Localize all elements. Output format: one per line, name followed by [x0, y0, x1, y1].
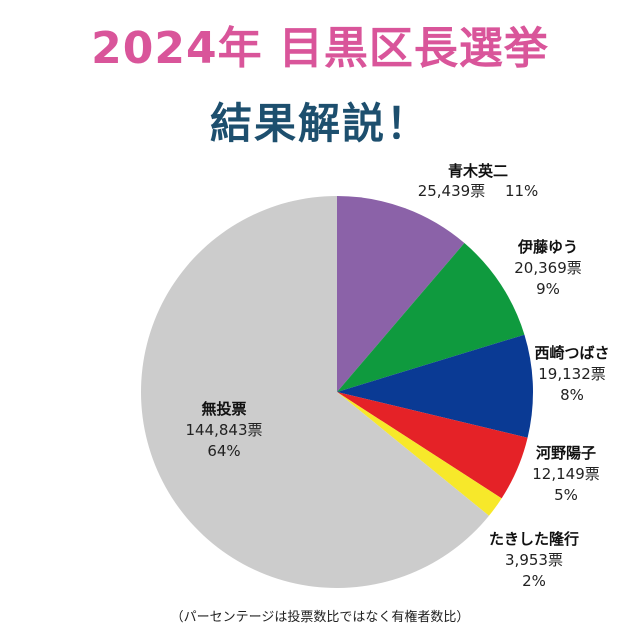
slice-label-percent-1: 9% — [536, 280, 560, 298]
slice-label-votes-5: 144,843票 — [185, 421, 262, 439]
slice-label-name-5: 無投票 — [201, 400, 246, 418]
pie-slice-5 — [141, 196, 489, 588]
pie-slice-2 — [337, 334, 534, 438]
slice-label-percent-2: 8% — [560, 386, 584, 404]
slice-label-votes-0: 25,439票 11% — [418, 182, 539, 200]
pie-slice-4 — [337, 392, 502, 516]
slice-label-votes-4: 3,953票 — [505, 551, 563, 569]
chart-title: 2024年 目黒区長選挙 — [91, 23, 549, 74]
slice-label-percent-5: 64% — [207, 442, 240, 460]
slice-label-name-0: 青木英二 — [448, 162, 508, 180]
slice-label-name-4: たきした隆行 — [489, 530, 579, 548]
slice-label-percent-3: 5% — [554, 486, 578, 504]
slice-label-name-2: 西崎つばさ — [534, 344, 609, 362]
slice-label-percent-4: 2% — [522, 572, 546, 590]
pie-slice-1 — [337, 243, 525, 392]
footnote: （パーセンテージは投票数比ではなく有権者数比） — [170, 610, 470, 625]
slice-label-votes-1: 20,369票 — [514, 259, 582, 277]
slice-label-name-3: 河野陽子 — [536, 444, 596, 462]
slice-label-votes-3: 12,149票 — [532, 465, 600, 483]
pie-slice-3 — [337, 392, 528, 499]
slice-label-votes-2: 19,132票 — [538, 365, 606, 383]
chart-subtitle: 結果解説！ — [209, 99, 430, 148]
pie-slice-0 — [337, 196, 465, 392]
slice-label-name-1: 伊藤ゆう — [517, 238, 578, 256]
